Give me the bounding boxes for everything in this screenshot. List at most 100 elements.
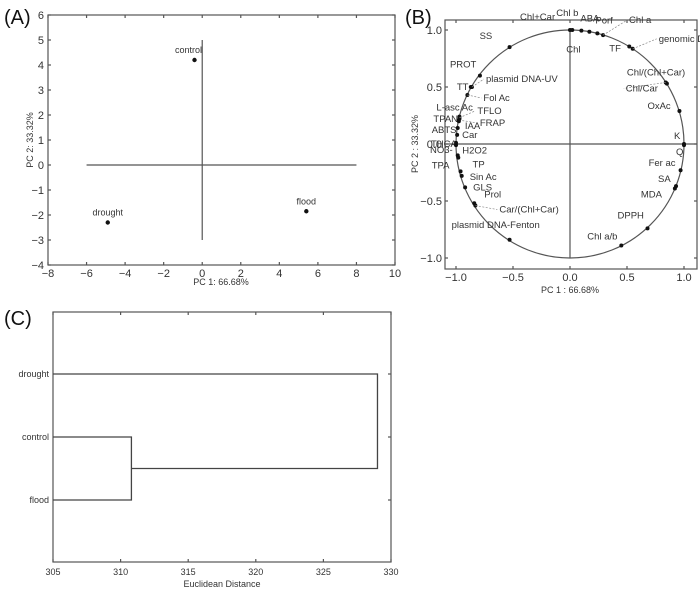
y-tick-label: −1.0 — [420, 253, 442, 265]
variable-label: Porf — [595, 15, 613, 26]
variable-label: K — [674, 131, 681, 142]
x-tick-label: 310 — [113, 567, 128, 577]
leaf-label: drought — [18, 369, 49, 379]
variable-label: IAA — [465, 121, 481, 132]
y-tick-label: −3 — [31, 235, 44, 247]
variable-label: ABA — [580, 14, 600, 25]
x-tick-label: −2 — [157, 268, 170, 280]
loading-point — [579, 28, 584, 33]
variable-label: Fol Ac — [483, 93, 510, 104]
x-tick-label: −0.5 — [502, 272, 524, 284]
x-tick-label: 8 — [353, 268, 359, 280]
variable-label: TF — [609, 44, 621, 55]
loading-point — [595, 31, 600, 36]
variable-label: plasmid DNA-UV — [486, 74, 558, 85]
x-tick-label: −8 — [42, 268, 55, 280]
panel-a-label: (A) — [4, 7, 31, 29]
loading-point — [459, 173, 464, 178]
loading-point — [455, 132, 460, 137]
y-tick-label: 0.0 — [427, 139, 442, 151]
x-tick-label: −1.0 — [445, 272, 467, 284]
variable-label: Chl/(Chl+Car) — [627, 68, 685, 79]
y-tick-label: 5 — [38, 35, 44, 47]
panel-c-xlabel: Euclidean Distance — [183, 579, 260, 589]
variable-label: Q — [676, 147, 683, 158]
panel-c-label: (C) — [4, 308, 32, 330]
y-tick-label: −2 — [31, 210, 44, 222]
variable-label: Prol — [484, 189, 501, 200]
y-tick-label: −0.5 — [420, 196, 442, 208]
loading-point — [477, 73, 482, 78]
x-tick-label: 10 — [389, 268, 401, 280]
x-tick-label: 6 — [315, 268, 321, 280]
loading-point — [682, 143, 686, 148]
x-tick-label: 0 — [199, 268, 205, 280]
y-tick-label: 4 — [38, 60, 44, 72]
variable-label: Chl+Car — [520, 12, 555, 23]
variable-label: Chl a — [629, 15, 652, 26]
variable-label: Chl — [566, 45, 580, 56]
cluster-control-flood — [53, 436, 133, 501]
data-point — [192, 57, 197, 63]
y-tick-label: 2 — [38, 110, 44, 122]
variable-label: SS — [480, 31, 493, 42]
variable-label: TP — [473, 159, 485, 170]
loading-point — [678, 168, 683, 173]
x-tick-label: 305 — [45, 567, 60, 577]
x-tick-label: −6 — [80, 268, 93, 280]
loading-point — [455, 153, 460, 158]
panel-a-ylabel: PC 2: 33.32% — [25, 112, 35, 168]
y-tick-label: 1.0 — [427, 25, 442, 37]
loading-point — [507, 45, 512, 50]
loading-point — [454, 143, 458, 148]
variable-label: H2O2 — [462, 146, 487, 157]
variable-label: ABTS — [432, 125, 457, 136]
variable-label: TT — [457, 82, 469, 93]
x-tick-label: 0.0 — [562, 272, 577, 284]
leaf-label: flood — [29, 495, 49, 505]
panel-a-scatter: −8 −6 −4 −2 0 2 4 6 8 10 −4 −3 −2 −1 0 1 2 3 4 5 6 control dro… — [31, 10, 401, 280]
loading-point — [458, 169, 463, 174]
x-tick-label: 325 — [316, 567, 331, 577]
data-point — [304, 209, 309, 214]
variable-label: Chl a/b — [587, 231, 617, 242]
variable-label: plasmid DNA-Fenton — [452, 220, 540, 231]
variable-label: genomic DNA — [659, 34, 700, 45]
variable-label: Fer ac — [649, 158, 676, 169]
x-tick-label: 0.5 — [619, 272, 634, 284]
leaf-label: control — [22, 432, 49, 442]
loading-point — [672, 186, 677, 191]
loading-point — [619, 243, 624, 248]
cluster-root — [53, 373, 379, 470]
variable-label: MDA — [641, 189, 663, 200]
panel-b-correlation-circle: −1.0−1.0 −0.5 −0.5 0.0 0.0 0.5 0.5 1.0 1.0 Chl+Ca… — [420, 8, 700, 284]
point-label: control — [175, 45, 202, 55]
x-tick-label: 330 — [383, 567, 398, 577]
panel-a-frame — [47, 14, 396, 266]
variable-label: NO3- — [430, 145, 453, 156]
variable-label: Car — [462, 130, 477, 141]
panel-c-dendrogram: 305 310 315 320 325 330 drought control flood — [18, 311, 399, 577]
variable-label: THCA — [431, 139, 458, 150]
loading-point — [455, 126, 460, 131]
panel-b-ylabel: PC 2 : 33.32% — [410, 115, 420, 173]
x-tick-label: −4 — [119, 268, 132, 280]
variable-label: DPPH — [618, 210, 645, 221]
loading-point — [587, 29, 592, 34]
loading-point — [627, 44, 632, 49]
x-tick-label: 315 — [181, 567, 196, 577]
loading-point — [507, 237, 512, 242]
panel-a-xlabel: PC 1: 66.68% — [193, 277, 249, 287]
panel-b-xlabel: PC 1 : 66.68% — [541, 285, 599, 295]
variable-label: Sin Ac — [470, 172, 497, 183]
y-tick-label: 0.5 — [427, 82, 442, 94]
variable-label: TFLO — [477, 106, 501, 117]
y-tick-label: −1 — [31, 185, 44, 197]
variable-label: TPAN — [433, 114, 458, 125]
x-tick-label: 1.0 — [676, 272, 691, 284]
panel-b-label: (B) — [405, 7, 432, 29]
x-tick-label: 320 — [248, 567, 263, 577]
variable-label: Chl b — [556, 8, 578, 19]
y-tick-label: −4 — [31, 260, 44, 272]
